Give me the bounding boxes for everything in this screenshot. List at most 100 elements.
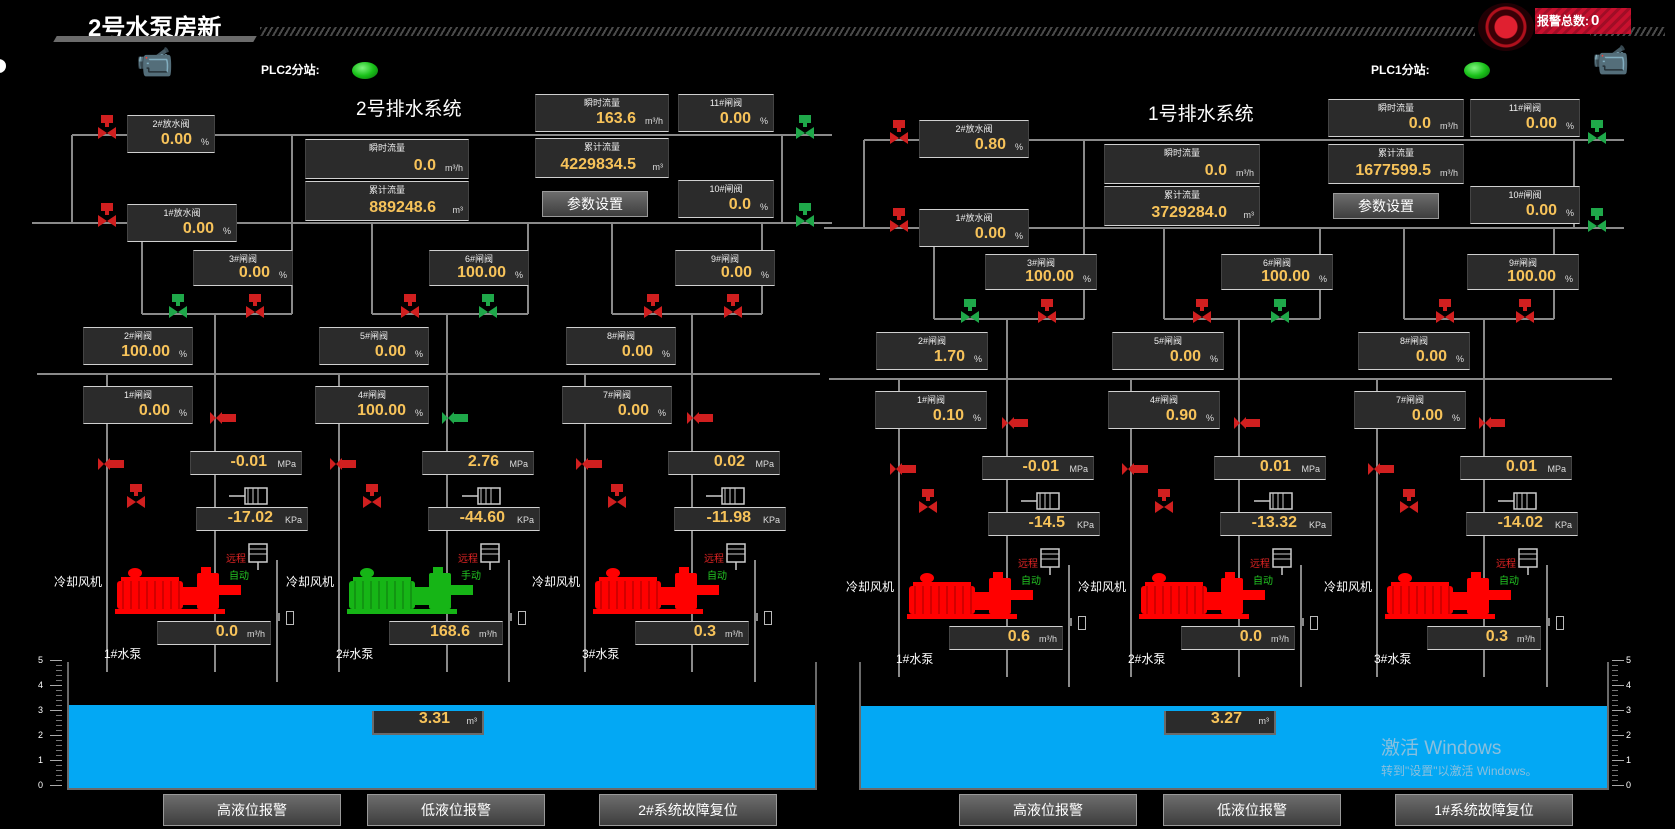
valve-icon (919, 489, 937, 513)
scale-minor-tick (1612, 755, 1618, 756)
water-tank-2 (67, 662, 817, 790)
outlet-pressure: 0.01 MPa (1460, 456, 1572, 480)
valve-icon (98, 203, 116, 227)
pipe-joint (1068, 618, 1072, 626)
camera-icon[interactable]: 📹 (136, 46, 174, 79)
scale-tick-label: 2 (38, 730, 44, 740)
scale-minor-tick (1612, 725, 1618, 726)
scale-minor-tick (1612, 745, 1618, 746)
valve-icon (1234, 417, 1260, 429)
scale-minor-tick (1612, 715, 1618, 716)
scale-minor-tick (1612, 775, 1618, 776)
outlet-pressure: -0.01 MPa (190, 451, 302, 475)
valve-icon (1588, 120, 1606, 144)
valve-icon (363, 484, 381, 508)
valve-icon (330, 458, 356, 470)
valve-icon (210, 412, 236, 424)
gate-valve-7: 7#闸阀 0.00% (1354, 391, 1466, 429)
pump-mode-auto: 手动 (461, 571, 481, 582)
valve-icon (1436, 299, 1454, 323)
gate-valve-3: 3#闸阀 0.00% (193, 250, 293, 286)
alarm-total[interactable]: 报警总数: 0 (1535, 8, 1631, 34)
valve-icon (98, 458, 124, 470)
level-sensor-icon (1040, 548, 1060, 575)
system2-fault-reset-button[interactable]: 2#系统故障复位 (599, 794, 777, 826)
scale-minor-tick (1612, 675, 1618, 676)
gate-valve-10: 10#闸阀 0.00% (1470, 186, 1580, 224)
windows-activation-watermark: 激活 Windows 转到"设置"以激活 Windows。 (1381, 738, 1538, 778)
inst-flow: 瞬时流量 0.0 m³/h (1104, 144, 1260, 184)
scale-tick-label: 4 (1626, 680, 1632, 690)
cooling-fan-label: 冷却风机 (1324, 580, 1373, 594)
scale-tick (50, 785, 62, 786)
inlet-pressure: -44.60 KPa (428, 507, 540, 531)
gate-valve-8: 8#闸阀 0.00% (566, 327, 676, 365)
scale-tick (50, 735, 62, 736)
inlet-pressure: -17.02 KPa (196, 507, 308, 531)
scale-tick (1612, 760, 1624, 761)
valve-icon (724, 294, 742, 318)
pump-icon[interactable] (347, 567, 475, 620)
valve-icon (576, 458, 602, 470)
scale-minor-tick (56, 770, 62, 771)
header-hatch (260, 27, 1475, 36)
valve-icon (1155, 489, 1173, 513)
scale-minor-tick (1612, 730, 1618, 731)
valve-icon (1368, 463, 1394, 475)
scale-tick (50, 660, 62, 661)
valve-icon (1479, 417, 1505, 429)
valve-icon (1002, 417, 1028, 429)
pump-icon[interactable] (115, 567, 243, 620)
pump-name: 1#水泵 (896, 652, 934, 666)
level-sensor-icon (1272, 548, 1292, 575)
valve-icon (1588, 208, 1606, 232)
camera-icon[interactable]: 📹 (1592, 44, 1630, 77)
system1-fault-reset-button[interactable]: 1#系统故障复位 (1395, 794, 1573, 826)
high-level-alarm-button[interactable]: 高液位报警 (163, 794, 341, 826)
pump-name: 2#水泵 (336, 647, 374, 661)
scale-minor-tick (56, 705, 62, 706)
valve-icon (687, 412, 713, 424)
pump-icon[interactable] (1385, 572, 1513, 625)
valve-icon (1400, 489, 1418, 513)
low-level-alarm-button[interactable]: 低液位报警 (367, 794, 545, 826)
scale-minor-tick (56, 775, 62, 776)
high-level-alarm-button[interactable]: 高液位报警 (959, 794, 1137, 826)
scale-minor-tick (56, 700, 62, 701)
valve-icon (796, 203, 814, 227)
alarm-siren-icon[interactable] (1478, 3, 1534, 51)
total-flow: 累计流量 3729284.0 m³ (1104, 186, 1260, 226)
pump-icon[interactable] (593, 567, 721, 620)
valve-icon (890, 463, 916, 475)
level-sensor-icon (726, 543, 746, 570)
pump-icon[interactable] (907, 572, 1035, 625)
valve-icon (1516, 299, 1534, 323)
param-settings-button[interactable]: 参数设置 (542, 191, 648, 217)
scale-minor-tick (56, 740, 62, 741)
scale-minor-tick (1612, 700, 1618, 701)
valve-icon (1193, 299, 1211, 323)
scale-tick (1612, 710, 1624, 711)
pump-flow: 0.0 m³/h (1181, 626, 1295, 650)
gate-valve-11: 11#闸阀 0.00% (1470, 99, 1580, 137)
param-settings-button[interactable]: 参数设置 (1333, 193, 1439, 219)
scale-minor-tick (56, 755, 62, 756)
pump-mode-remote: 远程 (1496, 559, 1516, 570)
level-sensor-icon (248, 543, 268, 570)
scale-minor-tick (56, 715, 62, 716)
scale-minor-tick (56, 725, 62, 726)
valve-icon (961, 299, 979, 323)
gate-valve-1: 1#闸阀 0.00% (83, 386, 193, 424)
scale-tick-label: 3 (1626, 705, 1632, 715)
scale-minor-tick (56, 720, 62, 721)
pump-name: 3#水泵 (582, 647, 620, 661)
drain-valve-2: 2#放水阀 0.80% (919, 120, 1029, 158)
scale-tick-label: 5 (38, 655, 44, 665)
outlet-pressure: 2.76 MPa (422, 451, 534, 475)
low-level-alarm-button[interactable]: 低液位报警 (1163, 794, 1341, 826)
scale-tick-label: 3 (38, 705, 44, 715)
side-toggle[interactable] (0, 59, 6, 73)
pump-icon[interactable] (1139, 572, 1267, 625)
scale-minor-tick (56, 750, 62, 751)
